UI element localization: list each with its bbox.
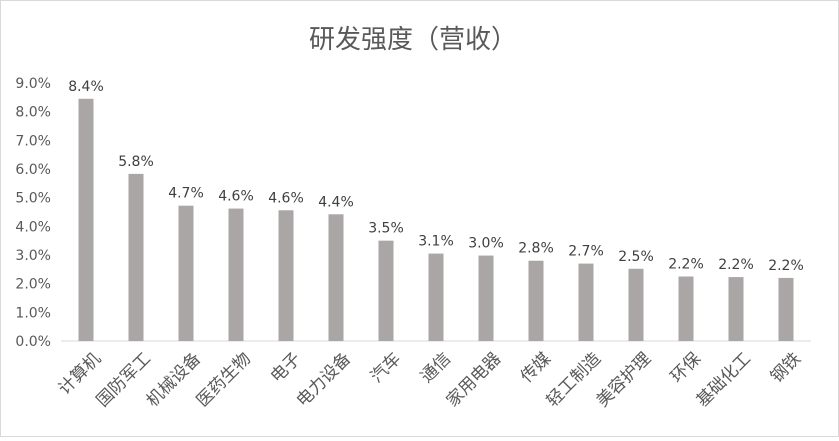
category-label: 轻工制造 (543, 349, 605, 411)
bar (178, 205, 194, 341)
data-label: 2.8% (518, 241, 554, 257)
bar (578, 263, 594, 341)
y-tick-label: 4.0% (15, 219, 51, 235)
data-label: 2.2% (668, 257, 704, 273)
bar (778, 277, 794, 341)
data-label: 8.4% (68, 79, 104, 95)
chart-title: 研发强度（营收） (309, 25, 517, 55)
data-label: 4.7% (168, 186, 204, 202)
category-label: 传媒 (517, 349, 555, 387)
data-label: 2.7% (568, 244, 604, 260)
data-label: 4.4% (318, 194, 354, 210)
bar (628, 268, 644, 341)
data-label: 3.5% (368, 221, 404, 237)
category-label: 基础化工 (693, 349, 755, 411)
bar (78, 98, 94, 342)
bar (278, 210, 294, 341)
y-tick-label: 1.0% (15, 305, 51, 321)
bar (528, 260, 544, 341)
data-label: 4.6% (268, 190, 304, 206)
bar (378, 240, 394, 341)
data-label: 2.2% (718, 257, 754, 273)
category-label: 机械设备 (143, 349, 205, 411)
y-tick-label: 9.0% (15, 76, 51, 92)
data-label: 5.8% (118, 154, 154, 170)
category-label: 医药生物 (193, 349, 255, 411)
category-label: 通信 (417, 349, 455, 387)
category-label: 钢铁 (767, 349, 805, 387)
y-tick-label: 0.0% (15, 334, 51, 350)
data-label: 3.1% (418, 234, 454, 250)
bar (478, 255, 494, 341)
y-tick-label: 7.0% (15, 133, 51, 149)
data-label: 4.6% (218, 189, 254, 205)
y-tick-label: 6.0% (15, 162, 51, 178)
category-label: 环保 (667, 349, 705, 387)
category-label: 汽车 (367, 349, 405, 387)
category-label: 电子 (267, 349, 305, 387)
bars (78, 98, 794, 342)
y-tick-label: 2.0% (15, 277, 51, 293)
category-label: 家用电器 (443, 349, 505, 411)
bar (128, 173, 144, 341)
bar (728, 277, 744, 341)
bar (328, 214, 344, 341)
bar (428, 253, 444, 341)
y-axis-labels: 0.0% 1.0% 2.0% 3.0% 4.0% 5.0% 6.0% 7.0% 8.0% 9.0% (15, 76, 51, 350)
bar (678, 276, 694, 341)
category-label: 美容护理 (593, 349, 655, 411)
bar (228, 208, 244, 341)
data-labels: 8.4% 5.8% 4.7% 4.6% 4.6% 4.4% 3.5% 3.1% 3.0% 2.8%… (68, 79, 804, 274)
y-tick-label: 5.0% (15, 191, 51, 207)
data-label: 2.5% (618, 249, 654, 265)
data-label: 2.2% (768, 258, 804, 274)
category-label: 电力设备 (293, 349, 355, 411)
y-tick-label: 3.0% (15, 248, 51, 264)
category-labels: 计算机国防军工机械设备医药生物 电子电力设备 汽车 通信家用电器 传媒轻工制造美容护理环… (55, 349, 805, 411)
data-label: 3.0% (468, 236, 504, 252)
category-label: 国防军工 (93, 349, 155, 411)
y-tick-label: 8.0% (15, 105, 51, 121)
